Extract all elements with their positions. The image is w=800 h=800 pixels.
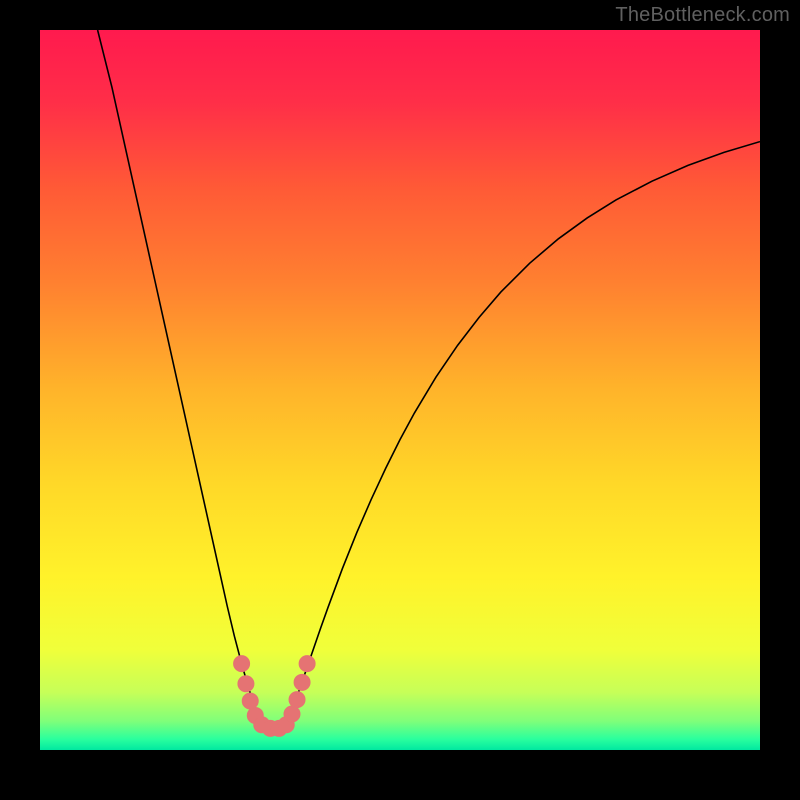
vertex-marker bbox=[234, 656, 250, 672]
vertex-marker bbox=[284, 706, 300, 722]
vertex-marker bbox=[294, 674, 310, 690]
chart-container: TheBottleneck.com bbox=[0, 0, 800, 800]
plot-area bbox=[40, 30, 760, 750]
vertex-marker bbox=[289, 692, 305, 708]
curve-left-branch bbox=[98, 30, 264, 726]
vertex-markers bbox=[234, 656, 316, 737]
chart-svg bbox=[40, 30, 760, 750]
curve-right-branch bbox=[285, 142, 760, 727]
vertex-marker bbox=[299, 656, 315, 672]
vertex-marker bbox=[242, 693, 258, 709]
vertex-marker bbox=[238, 676, 254, 692]
watermark-text: TheBottleneck.com bbox=[615, 4, 790, 27]
